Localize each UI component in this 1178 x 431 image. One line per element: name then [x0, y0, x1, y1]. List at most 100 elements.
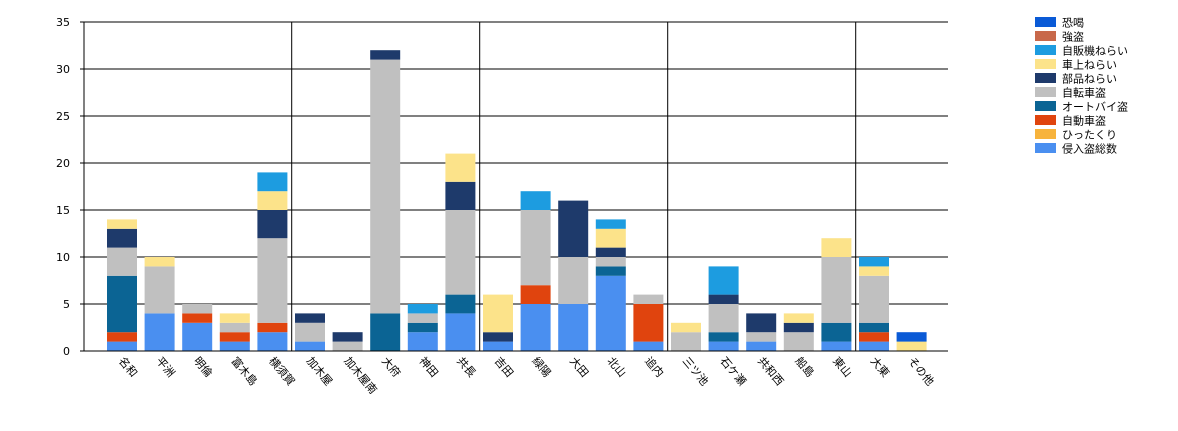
legend-label: ひったくり: [1062, 129, 1117, 142]
bar-segment: [257, 238, 288, 323]
y-tick-label: 25: [56, 110, 70, 123]
bar-segment: [595, 228, 626, 248]
bar-segment: [671, 332, 701, 351]
x-tick-label: 加木屋南: [341, 355, 379, 397]
x-tick-label: 共長: [454, 355, 478, 380]
legend-label: 自転車盗: [1062, 86, 1106, 100]
legend: 恐喝強盗自販機ねらい車上ねらい部品ねらい自転車盗オートバイ盗自動車盗ひったくり侵…: [1035, 17, 1128, 156]
bar-segment: [708, 266, 739, 295]
bar-segment: [407, 332, 438, 351]
bar-segment: [783, 332, 814, 351]
bar-segment: [257, 332, 288, 351]
x-tick-label: 明倫: [191, 354, 216, 380]
bar-segment: [859, 332, 889, 342]
bar-segment: [633, 294, 664, 304]
x-tick-label: 緑陽: [529, 354, 554, 380]
x-tick-label: 大東: [868, 354, 893, 380]
bar-segment: [182, 322, 213, 351]
bar-segment: [144, 257, 175, 267]
bar-segment: [595, 275, 626, 351]
bar-segment: [407, 313, 438, 323]
bar-segment: [144, 313, 175, 351]
bar-segment: [370, 313, 401, 351]
legend-swatch: [1035, 17, 1056, 27]
bar-segment: [182, 304, 213, 314]
bar-segment: [257, 322, 288, 333]
bar-segment: [107, 275, 137, 333]
bar-segment: [295, 313, 325, 323]
y-tick-label: 5: [63, 298, 70, 311]
legend-swatch: [1035, 73, 1056, 83]
legend-label: 自動車盗: [1062, 114, 1106, 128]
bar-segment: [483, 341, 513, 351]
bar-segment: [257, 172, 288, 192]
x-tick-label: 吉田: [492, 355, 516, 380]
bar-segment: [332, 341, 363, 351]
bar-segment: [671, 322, 701, 333]
bar-segment: [520, 285, 551, 304]
x-tick-label: 富木島: [229, 354, 261, 388]
bar-segment: [182, 313, 213, 323]
bars-layer: [107, 50, 927, 351]
x-tick-label: 船島: [793, 354, 818, 380]
legend-label: 強盗: [1062, 31, 1084, 44]
bar-segment: [708, 294, 739, 304]
legend-swatch: [1035, 143, 1056, 153]
x-tick-label: 横須賀: [266, 354, 298, 388]
x-tick-label: 共和西: [755, 355, 786, 389]
bar-segment: [595, 266, 626, 276]
bar-segment: [595, 247, 626, 257]
legend-label: 自販機ねらい: [1062, 44, 1128, 58]
bar-segment: [219, 341, 250, 351]
y-tick-label: 10: [56, 251, 70, 264]
bar-segment: [633, 341, 664, 351]
x-tick-label: 追内: [642, 354, 667, 380]
bar-segment: [558, 257, 589, 304]
x-tick-label: 石ケ瀬: [717, 354, 749, 388]
legend-swatch: [1035, 87, 1056, 97]
bar-segment: [783, 322, 814, 333]
legend-label: 部品ねらい: [1062, 72, 1117, 86]
bar-segment: [445, 294, 476, 314]
y-tick-label: 35: [56, 16, 70, 29]
bar-segment: [859, 275, 889, 323]
bar-segment: [257, 191, 288, 210]
legend-swatch: [1035, 101, 1056, 111]
legend-swatch: [1035, 45, 1056, 55]
x-tick-label: 加木屋: [304, 355, 335, 389]
bar-segment: [483, 294, 513, 333]
x-tick-label: その他: [905, 355, 936, 389]
bar-segment: [295, 322, 325, 342]
legend-swatch: [1035, 129, 1056, 139]
bar-segment: [896, 341, 927, 351]
bar-segment: [407, 304, 438, 314]
bar-segment: [219, 332, 250, 342]
bar-segment: [107, 228, 137, 248]
legend-label: 恐喝: [1062, 17, 1084, 30]
bar-segment: [746, 332, 777, 342]
y-tick-label: 20: [56, 157, 70, 170]
bar-segment: [107, 341, 137, 351]
legend-swatch: [1035, 115, 1056, 125]
x-tick-label: 大田: [567, 354, 592, 380]
bar-segment: [219, 322, 250, 333]
bar-segment: [633, 304, 664, 342]
bar-segment: [821, 322, 852, 342]
x-tick-label: 名和: [116, 354, 141, 380]
bar-segment: [445, 153, 476, 182]
x-tick-label: 北山: [605, 355, 629, 380]
bar-segment: [708, 341, 739, 351]
bar-segment: [746, 313, 777, 333]
bar-segment: [896, 332, 927, 342]
bar-segment: [859, 341, 889, 351]
bar-segment: [219, 313, 250, 323]
x-tick-label: 神田: [417, 354, 442, 380]
bar-segment: [821, 341, 852, 351]
bar-segment: [520, 191, 551, 210]
legend-label: 車上ねらい: [1062, 58, 1117, 72]
bar-segment: [407, 322, 438, 333]
legend-label: 侵入盗総数: [1062, 142, 1117, 156]
bar-segment: [445, 210, 476, 295]
